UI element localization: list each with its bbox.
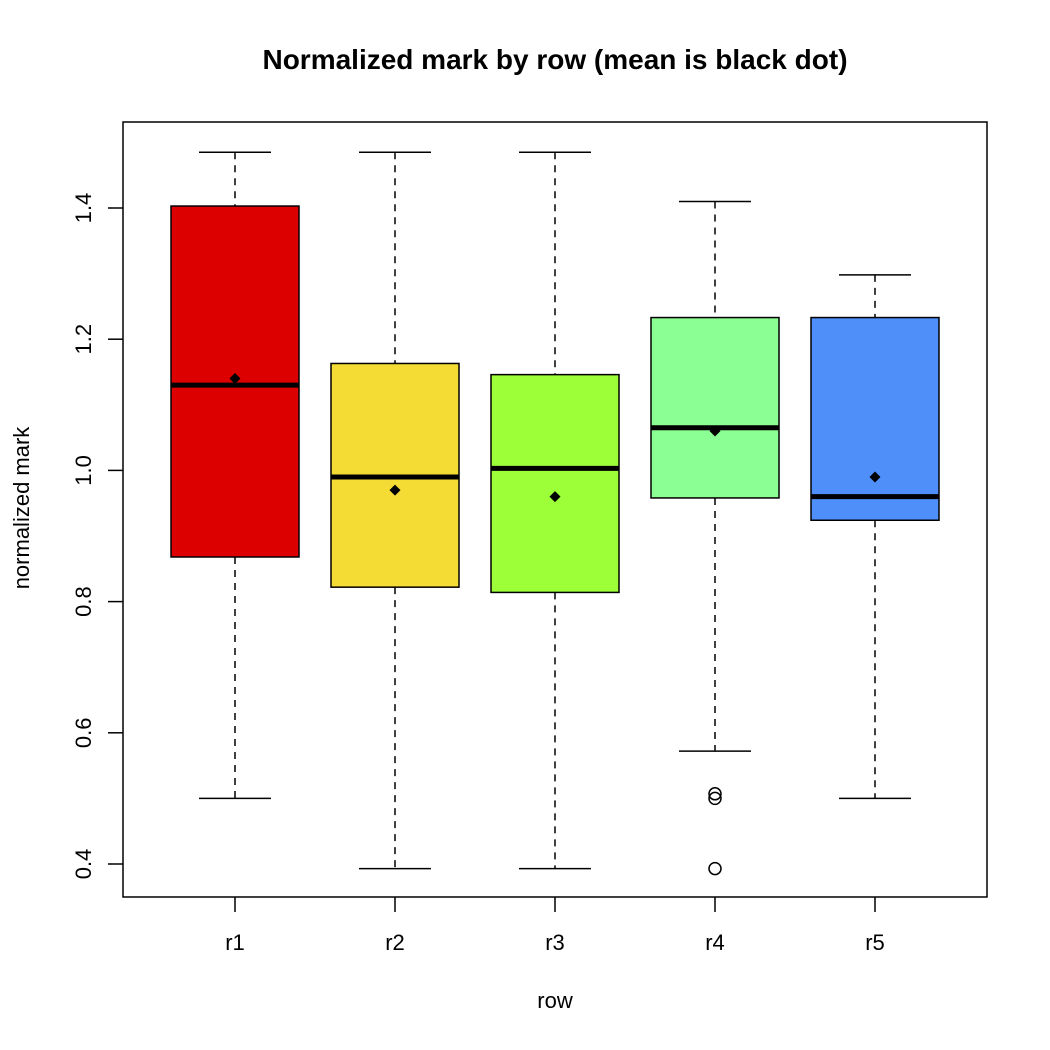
box-r3 [490,373,620,594]
x-tick-label: r3 [545,930,565,955]
mean-dot [549,491,561,503]
outlier-point [708,861,722,876]
chart-title: Normalized mark by row (mean is black do… [262,44,848,75]
x-tick-label: r2 [385,930,405,955]
x-tick-label: r1 [225,930,245,955]
mean-dot [229,373,241,385]
mean-dot [869,471,881,483]
x-axis-label: row [537,988,573,1013]
x-tick-label: r4 [705,930,725,955]
outlier-point [708,787,722,801]
y-tick-label: 1.0 [71,455,96,486]
box-r4 [650,316,780,499]
mean-dot [709,425,721,437]
y-tick-label: 0.8 [71,586,96,617]
y-tick-label: 0.4 [71,849,96,880]
y-tick-label: 0.6 [71,718,96,749]
x-tick-label: r5 [865,930,885,955]
y-tick-label: 1.4 [71,193,96,224]
box-r5 [810,316,940,522]
mean-dot [389,484,401,496]
y-tick-label: 1.2 [71,324,96,355]
outlier-point [708,791,722,806]
